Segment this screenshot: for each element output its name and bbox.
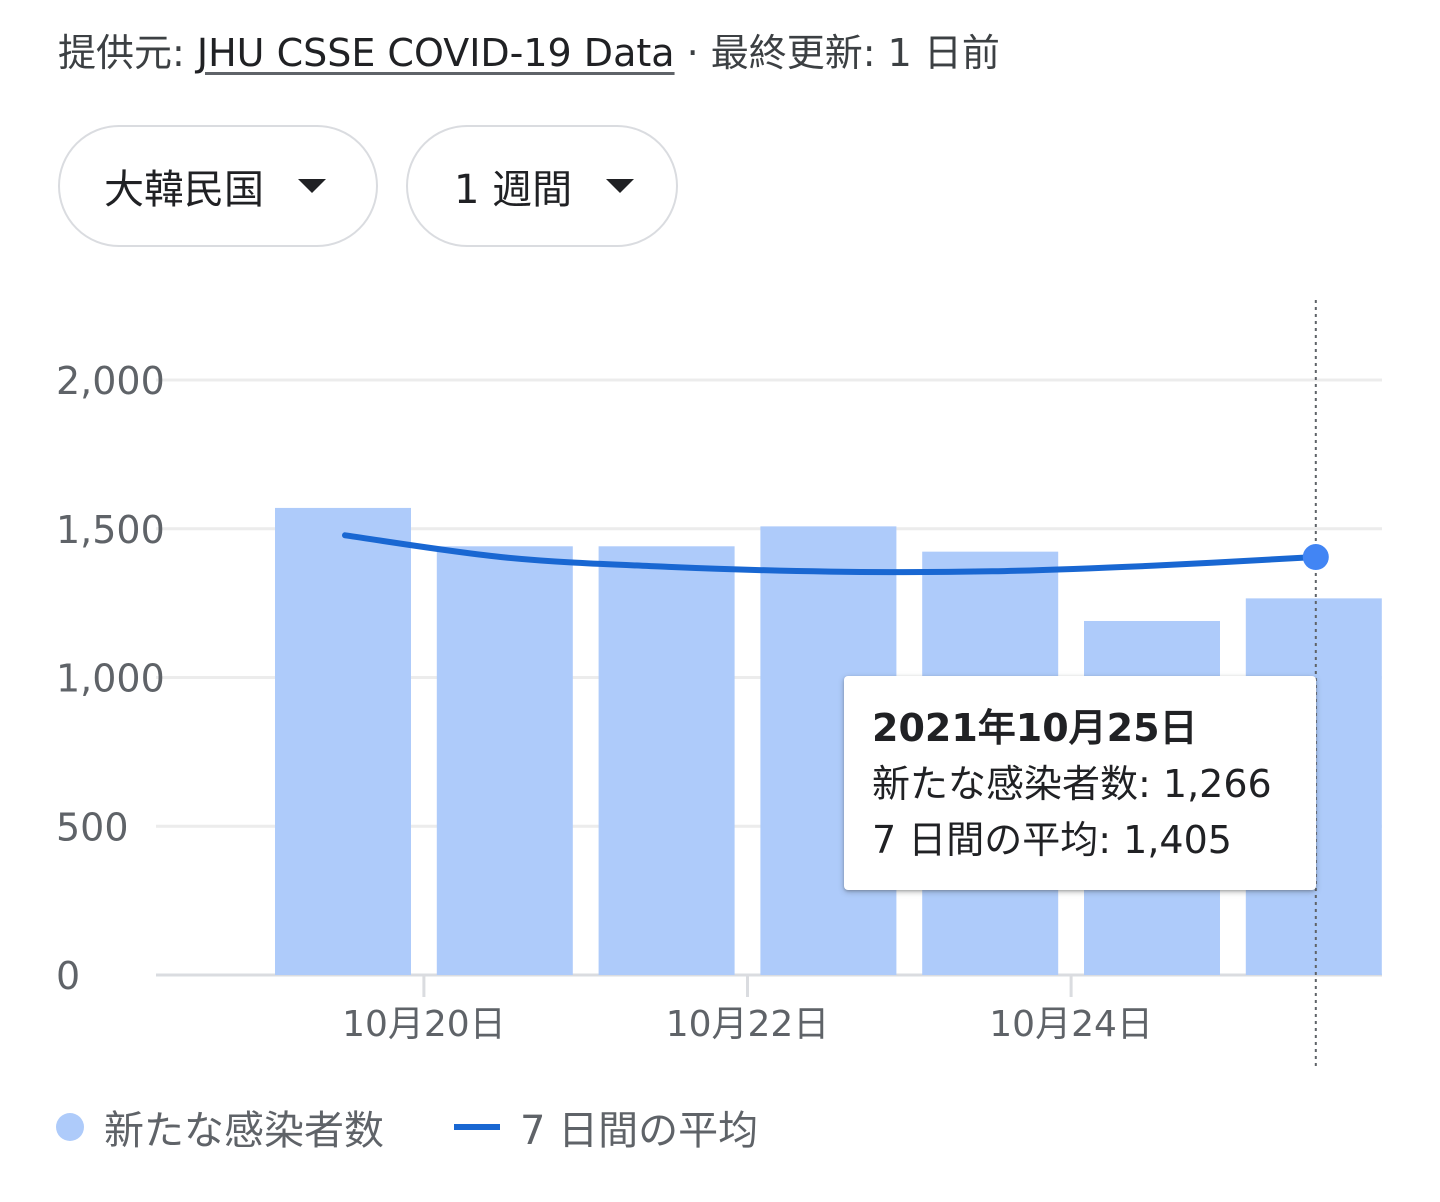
legend-bars-label: 新たな感染者数 [104, 1108, 384, 1154]
range-dropdown-label: 1 週間 [454, 167, 573, 213]
bar-series[interactable] [275, 507, 1382, 975]
tooltip-average-value: 1,405 [1123, 818, 1232, 862]
x-tick-label: 10月20日 [342, 1004, 506, 1045]
legend-line-swatch [454, 1124, 500, 1130]
x-axis-labels: 10月20日 10月22日 10月24日 [342, 975, 1153, 1045]
tooltip-cases-value: 1,266 [1162, 762, 1272, 806]
bar[interactable] [436, 546, 573, 975]
bar[interactable] [598, 546, 735, 975]
tooltip-average-label: 7 日間の平均 [872, 818, 1099, 862]
y-axis-labels: 0 500 1,000 1,500 2,000 [56, 359, 165, 998]
source-link[interactable]: JHU CSSE COVID-19 Data [196, 31, 675, 75]
source-attribution: 提供元: JHU CSSE COVID-19 Data · 最終更新: 1 日前 [58, 22, 1000, 77]
country-dropdown[interactable]: 大韓民国 [58, 125, 378, 247]
source-prefix: 提供元: [58, 31, 197, 75]
chart-tooltip: 2021年10月25日 新たな感染者数: 1,266 7 日間の平均: 1,40… [844, 676, 1316, 890]
y-tick-label: 1,500 [56, 508, 165, 552]
last-updated: · 最終更新: 1 日前 [674, 31, 1000, 75]
chevron-down-icon [298, 179, 326, 193]
highlight-point [1302, 544, 1329, 571]
legend-bar-swatch [56, 1113, 84, 1141]
legend-line-label: 7 日間の平均 [520, 1108, 759, 1154]
average-line[interactable] [342, 532, 1319, 576]
chevron-down-icon [606, 179, 635, 193]
tooltip-cases-label: 新たな感染者数 [872, 762, 1139, 806]
tooltip-date: 2021年10月25日 [872, 706, 1198, 750]
range-dropdown[interactable]: 1 週間 [406, 125, 678, 247]
x-tick-label: 10月22日 [666, 1004, 830, 1045]
country-dropdown-label: 大韓民国 [104, 167, 264, 213]
chart-legend: 新たな感染者数 7 日間の平均 [56, 1098, 758, 1156]
y-tick-label: 1,000 [56, 657, 165, 701]
y-tick-label: 500 [56, 805, 129, 849]
y-tick-label: 2,000 [56, 359, 165, 403]
bar[interactable] [275, 507, 411, 975]
tooltip-average: 7 日間の平均: 1,405 [872, 818, 1232, 862]
y-tick-label: 0 [56, 954, 80, 998]
tooltip-cases: 新たな感染者数: 1,266 [872, 762, 1272, 806]
x-tick-label: 10月24日 [989, 1004, 1153, 1045]
